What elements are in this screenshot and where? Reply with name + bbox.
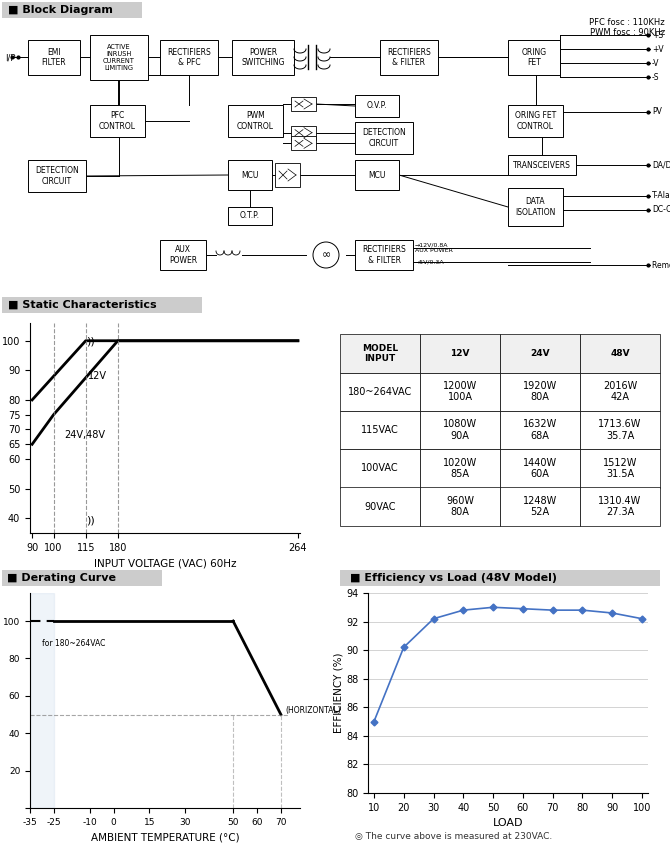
Text: ■ Block Diagram: ■ Block Diagram bbox=[8, 5, 113, 15]
Text: ∞: ∞ bbox=[322, 250, 330, 260]
Text: O.V.P.: O.V.P. bbox=[366, 101, 387, 110]
Bar bbox=[228, 160, 272, 190]
Bar bbox=[28, 40, 80, 75]
Bar bbox=[2, 2, 142, 18]
Text: RECTIFIERS
& FILTER: RECTIFIERS & FILTER bbox=[362, 245, 406, 265]
Bar bbox=[160, 240, 206, 270]
Bar bbox=[90, 35, 148, 80]
Bar bbox=[30, 593, 54, 808]
Bar bbox=[275, 163, 300, 187]
Bar bbox=[380, 40, 438, 75]
Bar bbox=[508, 155, 576, 175]
Y-axis label: EFFICIENCY (%): EFFICIENCY (%) bbox=[333, 653, 343, 734]
Text: I/P: I/P bbox=[5, 53, 15, 63]
Text: PV: PV bbox=[652, 108, 662, 116]
Text: ACTIVE
INRUSH
CURRENT
LIMITING: ACTIVE INRUSH CURRENT LIMITING bbox=[103, 44, 135, 71]
Text: DATA
ISOLATION: DATA ISOLATION bbox=[515, 197, 555, 217]
Bar bbox=[291, 97, 316, 111]
Text: Remote ON-OFF: Remote ON-OFF bbox=[652, 261, 670, 269]
X-axis label: LOAD: LOAD bbox=[492, 818, 523, 828]
Text: 24V,48V: 24V,48V bbox=[64, 430, 105, 440]
Text: +S: +S bbox=[652, 30, 663, 40]
Bar bbox=[228, 105, 283, 137]
Text: T-Alarm: T-Alarm bbox=[652, 192, 670, 200]
Text: ORING FET
CONTROL: ORING FET CONTROL bbox=[515, 111, 556, 131]
Bar bbox=[355, 160, 399, 190]
Text: MCU: MCU bbox=[369, 170, 386, 180]
Text: ORING
FET: ORING FET bbox=[521, 48, 547, 67]
Text: AUX
POWER: AUX POWER bbox=[169, 245, 197, 265]
Bar bbox=[232, 40, 294, 75]
Bar bbox=[508, 40, 560, 75]
Text: DETECTION
CIRCUIT: DETECTION CIRCUIT bbox=[35, 166, 79, 186]
Text: 12V: 12V bbox=[88, 372, 107, 381]
Text: →12V/0.8A
AUX POWER: →12V/0.8A AUX POWER bbox=[415, 243, 453, 254]
Text: →5V/0.3A: →5V/0.3A bbox=[415, 260, 445, 265]
Bar bbox=[160, 40, 218, 75]
Bar bbox=[90, 105, 145, 137]
Bar bbox=[355, 95, 399, 117]
Text: RECTIFIERS
& FILTER: RECTIFIERS & FILTER bbox=[387, 48, 431, 67]
Bar bbox=[291, 137, 316, 150]
Bar bbox=[508, 188, 563, 226]
Text: RECTIFIERS
& PFC: RECTIFIERS & PFC bbox=[167, 48, 211, 67]
Text: for 180~264VAC: for 180~264VAC bbox=[42, 639, 105, 648]
Bar bbox=[228, 207, 272, 225]
Text: TRANSCEIVERS: TRANSCEIVERS bbox=[513, 161, 571, 169]
Text: POWER
SWITCHING: POWER SWITCHING bbox=[241, 48, 285, 67]
Text: MCU: MCU bbox=[241, 170, 259, 180]
Text: ■ Efficiency vs Load (48V Model): ■ Efficiency vs Load (48V Model) bbox=[350, 573, 557, 583]
Text: (HORIZONTAL): (HORIZONTAL) bbox=[285, 706, 341, 716]
Text: )): )) bbox=[86, 516, 94, 525]
Bar bbox=[508, 105, 563, 137]
X-axis label: INPUT VOLTAGE (VAC) 60Hz: INPUT VOLTAGE (VAC) 60Hz bbox=[94, 558, 237, 568]
Text: ■ Static Characteristics: ■ Static Characteristics bbox=[8, 300, 157, 310]
Bar bbox=[28, 160, 86, 192]
Text: DETECTION
CIRCUIT: DETECTION CIRCUIT bbox=[362, 128, 406, 148]
Bar bbox=[355, 122, 413, 154]
Text: EMI
FILTER: EMI FILTER bbox=[42, 48, 66, 67]
Text: ◎ The curve above is measured at 230VAC.: ◎ The curve above is measured at 230VAC. bbox=[355, 832, 552, 841]
Text: ■ Derating Curve: ■ Derating Curve bbox=[7, 573, 116, 583]
Text: PWM
CONTROL: PWM CONTROL bbox=[237, 111, 274, 131]
Bar bbox=[355, 240, 413, 270]
Text: +V: +V bbox=[652, 45, 663, 53]
Text: O.T.P.: O.T.P. bbox=[240, 212, 260, 220]
Text: -S: -S bbox=[652, 72, 659, 82]
Text: DC-OK: DC-OK bbox=[652, 206, 670, 214]
Text: PFC
CONTROL: PFC CONTROL bbox=[99, 111, 136, 131]
Bar bbox=[291, 126, 316, 139]
Text: DA/DB: DA/DB bbox=[652, 161, 670, 169]
Text: )): )) bbox=[86, 336, 94, 347]
Text: -V: -V bbox=[652, 58, 659, 67]
Text: PFC fosc : 110KHz
PWM fosc : 90KHz: PFC fosc : 110KHz PWM fosc : 90KHz bbox=[590, 18, 665, 37]
X-axis label: AMBIENT TEMPERATURE (°C): AMBIENT TEMPERATURE (°C) bbox=[90, 832, 239, 842]
